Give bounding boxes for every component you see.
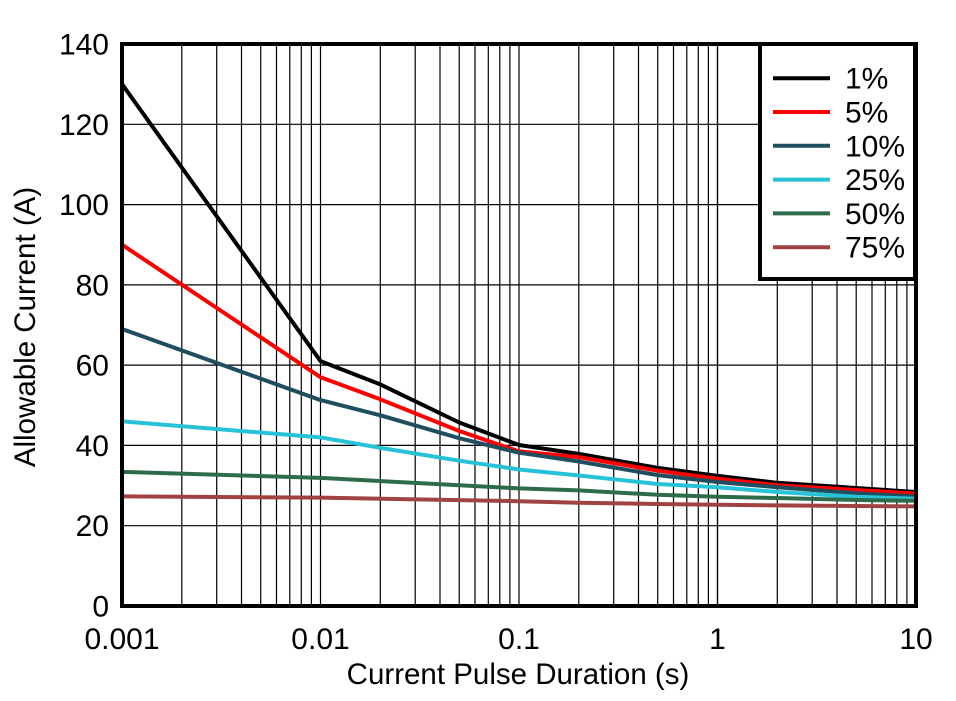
svg-text:1%: 1% (845, 63, 888, 96)
svg-text:75%: 75% (845, 232, 905, 265)
svg-text:0.001: 0.001 (84, 623, 159, 656)
svg-text:10%: 10% (845, 130, 905, 163)
svg-text:Current Pulse Duration (s): Current Pulse Duration (s) (347, 658, 690, 691)
svg-text:120: 120 (59, 109, 109, 142)
svg-text:25%: 25% (845, 164, 905, 197)
svg-text:80: 80 (76, 269, 109, 302)
svg-text:1: 1 (709, 623, 726, 656)
svg-text:10: 10 (899, 623, 932, 656)
svg-text:60: 60 (76, 350, 109, 383)
svg-text:0.01: 0.01 (291, 623, 349, 656)
svg-text:5%: 5% (845, 97, 888, 130)
svg-text:0: 0 (92, 591, 109, 624)
svg-text:20: 20 (76, 510, 109, 543)
svg-text:40: 40 (76, 430, 109, 463)
svg-text:0.1: 0.1 (498, 623, 540, 656)
svg-text:140: 140 (59, 29, 109, 62)
svg-text:100: 100 (59, 189, 109, 222)
svg-text:Allowable Current (A): Allowable Current (A) (9, 187, 42, 467)
svg-text:50%: 50% (845, 198, 905, 231)
